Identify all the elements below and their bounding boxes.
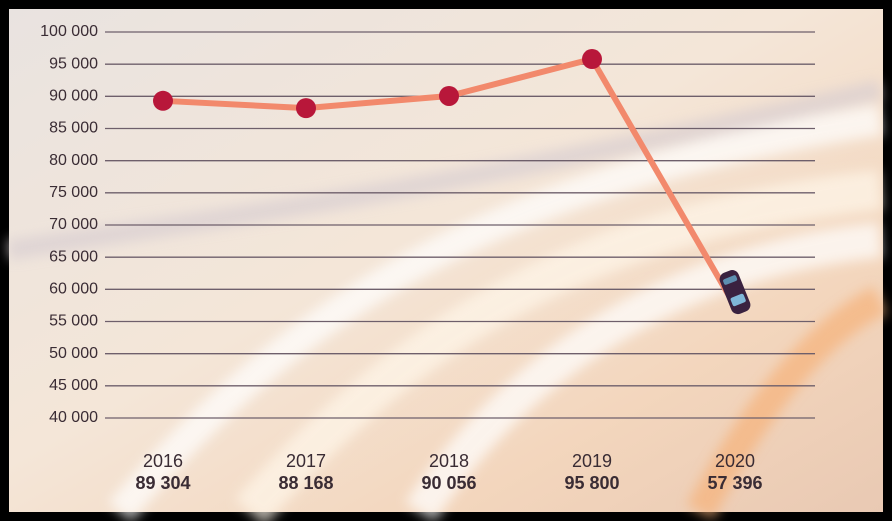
light-streaks — [7, 80, 887, 521]
marker — [153, 90, 173, 111]
y-tick-label: 40 000 — [49, 409, 98, 426]
y-tick-label: 85 000 — [49, 120, 98, 137]
value-label: 95 800 — [564, 473, 619, 493]
x-tick-label: 2018 — [429, 451, 469, 471]
marker — [439, 85, 459, 106]
value-label: 90 056 — [421, 473, 476, 493]
x-tick-label: 2017 — [286, 451, 326, 471]
value-label: 57 396 — [707, 473, 762, 493]
car-window — [723, 275, 738, 285]
y-tick-label: 60 000 — [49, 281, 98, 298]
x-tick-label: 2016 — [143, 451, 183, 471]
y-tick-label: 65 000 — [49, 248, 98, 265]
car-marker — [719, 270, 751, 315]
y-tick-label: 55 000 — [49, 313, 98, 330]
y-tick-label: 45 000 — [49, 377, 98, 394]
value-label: 89 304 — [135, 473, 190, 493]
x-tick-label: 2019 — [572, 451, 612, 471]
y-tick-label: 50 000 — [49, 345, 98, 362]
car-window — [730, 293, 746, 307]
y-tick-label: 100 000 — [40, 23, 98, 40]
marker — [582, 49, 602, 70]
y-tick-label: 90 000 — [49, 88, 98, 105]
marker — [296, 98, 316, 119]
y-tick-label: 70 000 — [49, 216, 98, 233]
y-tick-label: 75 000 — [49, 184, 98, 201]
y-tick-label: 80 000 — [49, 152, 98, 169]
value-label: 88 168 — [278, 473, 333, 493]
y-tick-label: 95 000 — [49, 55, 98, 72]
x-tick-label: 2020 — [715, 451, 755, 471]
